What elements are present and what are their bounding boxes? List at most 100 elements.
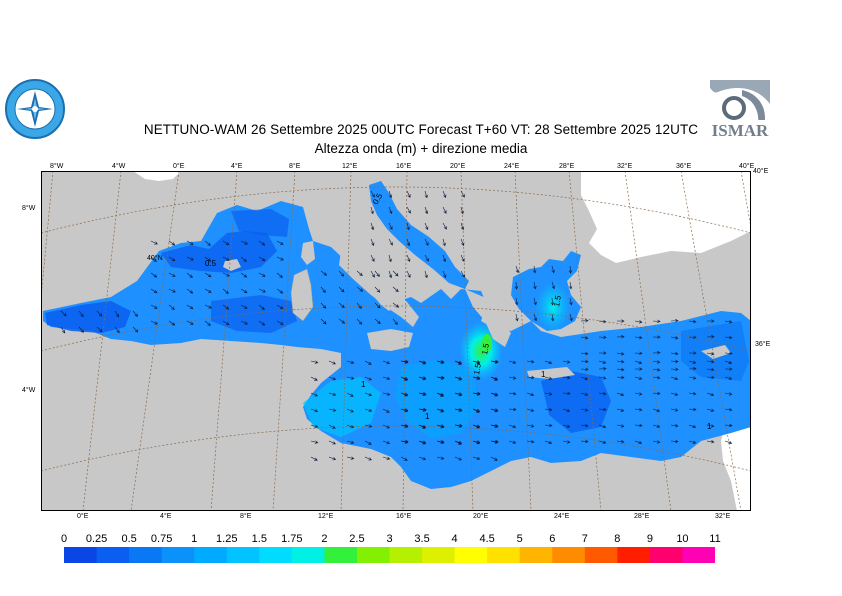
direction-arrow bbox=[616, 352, 625, 356]
direction-arrow bbox=[168, 256, 176, 262]
direction-arrow bbox=[562, 408, 571, 413]
direction-arrow bbox=[60, 310, 67, 317]
direction-arrow bbox=[328, 376, 337, 381]
contour-label: 1.5 bbox=[480, 342, 491, 355]
direction-arrow bbox=[346, 376, 355, 380]
direction-arrow bbox=[78, 310, 84, 318]
contour-label: 1 bbox=[541, 370, 546, 379]
direction-arrow bbox=[240, 304, 248, 309]
direction-arrow bbox=[150, 320, 158, 325]
direction-arrow bbox=[568, 281, 573, 290]
direction-arrow bbox=[472, 456, 481, 460]
direction-arrow bbox=[168, 304, 175, 310]
direction-arrow bbox=[150, 240, 158, 245]
direction-arrow bbox=[382, 456, 391, 460]
direction-arrow bbox=[258, 256, 266, 262]
direction-arrow bbox=[670, 439, 679, 444]
land-white-north-east bbox=[581, 171, 751, 263]
direction-arrow bbox=[616, 319, 625, 323]
direction-arrow bbox=[400, 439, 409, 444]
lon-tick: 12°E bbox=[318, 513, 334, 520]
direction-arrow bbox=[276, 272, 283, 278]
direction-arrow bbox=[454, 408, 463, 412]
direction-arrow bbox=[616, 335, 625, 339]
island-sardinia bbox=[290, 268, 314, 322]
direction-arrow bbox=[472, 440, 481, 444]
direction-arrow bbox=[258, 272, 266, 277]
direction-arrow bbox=[533, 297, 537, 306]
direction-arrow bbox=[598, 335, 607, 339]
contour-label: 1.5 bbox=[472, 362, 483, 375]
direction-arrow bbox=[374, 318, 381, 325]
direction-arrow bbox=[418, 456, 427, 461]
direction-arrow bbox=[240, 288, 248, 294]
direction-arrow bbox=[328, 424, 336, 429]
legend-color-box bbox=[552, 547, 586, 563]
land-white-south-east bbox=[721, 409, 751, 511]
sea-adriatic bbox=[369, 181, 469, 289]
direction-arrow bbox=[436, 375, 445, 380]
direction-arrow bbox=[670, 376, 679, 381]
direction-arrow bbox=[688, 351, 697, 355]
direction-arrow bbox=[370, 238, 375, 246]
direction-arrow bbox=[310, 424, 319, 428]
legend-label: 0.5 bbox=[121, 533, 137, 545]
direction-arrow bbox=[634, 360, 643, 365]
legend-color-box bbox=[96, 547, 130, 563]
contour-label: 1 bbox=[425, 412, 430, 421]
direction-arrow bbox=[370, 222, 375, 231]
direction-arrow bbox=[374, 286, 381, 293]
direction-arrow bbox=[150, 272, 158, 278]
direction-arrow bbox=[490, 392, 499, 396]
contour-label: 0.5 bbox=[205, 259, 217, 268]
legend-label: 7 bbox=[581, 533, 588, 545]
direction-arrow bbox=[580, 351, 589, 356]
direction-arrow bbox=[670, 367, 679, 371]
legend-color-box bbox=[161, 547, 195, 563]
lon-tick: 8°W bbox=[50, 163, 64, 170]
legend-label: 1 bbox=[191, 533, 198, 545]
direction-arrow bbox=[526, 424, 535, 428]
direction-arrow bbox=[515, 313, 519, 322]
left-edge-tick: 8°W bbox=[22, 205, 36, 212]
direction-arrow bbox=[346, 440, 355, 444]
direction-arrow bbox=[132, 326, 139, 333]
direction-arrow bbox=[204, 304, 212, 309]
direction-arrow bbox=[724, 440, 733, 445]
lon-tick: 8°E bbox=[289, 163, 301, 170]
direction-arrow bbox=[688, 335, 697, 339]
direction-arrow bbox=[418, 407, 427, 412]
legend-color-box bbox=[487, 547, 521, 563]
direction-arrow bbox=[580, 392, 589, 396]
direction-arrow bbox=[688, 407, 697, 412]
direction-arrow bbox=[568, 265, 573, 274]
direction-arrow bbox=[356, 286, 364, 292]
direction-arrow bbox=[400, 376, 409, 381]
direction-arrow bbox=[544, 408, 553, 412]
direction-arrow bbox=[400, 359, 409, 364]
zone-libyan-sea bbox=[541, 371, 611, 433]
direction-arrow bbox=[598, 360, 607, 364]
direction-arrow bbox=[96, 326, 103, 333]
direction-arrow bbox=[424, 206, 429, 215]
direction-arrow bbox=[580, 367, 589, 371]
direction-arrow bbox=[310, 408, 319, 413]
direction-arrow bbox=[204, 288, 212, 293]
lon-tick: 8°E bbox=[240, 513, 252, 520]
direction-arrow bbox=[388, 238, 393, 246]
land-white-north bbox=[133, 171, 181, 181]
direction-arrow bbox=[688, 392, 697, 396]
direction-arrow bbox=[544, 392, 553, 396]
direction-arrow bbox=[346, 456, 355, 460]
direction-arrow bbox=[634, 440, 643, 445]
direction-arrow bbox=[114, 326, 120, 334]
legend-label: 0 bbox=[60, 533, 68, 545]
lon-tick: 0°E bbox=[77, 513, 89, 520]
lon-tick: 28°E bbox=[559, 163, 575, 170]
direction-arrow bbox=[258, 320, 266, 326]
direction-arrow bbox=[222, 256, 230, 261]
direction-arrow bbox=[400, 408, 409, 412]
direction-arrow bbox=[356, 318, 363, 325]
direction-arrow bbox=[544, 360, 553, 365]
legend-color-box bbox=[389, 547, 423, 563]
